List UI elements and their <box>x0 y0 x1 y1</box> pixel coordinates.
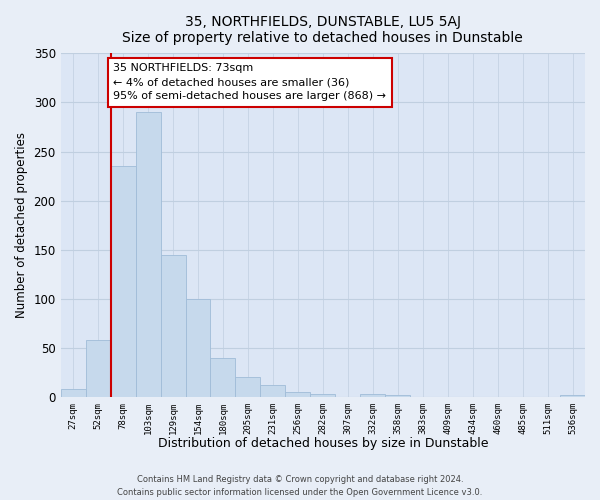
Text: 35 NORTHFIELDS: 73sqm
← 4% of detached houses are smaller (36)
95% of semi-detac: 35 NORTHFIELDS: 73sqm ← 4% of detached h… <box>113 63 386 101</box>
Bar <box>235 378 260 397</box>
Text: Contains HM Land Registry data © Crown copyright and database right 2024.
Contai: Contains HM Land Registry data © Crown c… <box>118 476 482 497</box>
Bar <box>110 166 136 397</box>
Bar <box>61 390 86 397</box>
Bar <box>360 394 385 397</box>
Bar <box>286 392 310 397</box>
Bar <box>136 112 161 397</box>
X-axis label: Distribution of detached houses by size in Dunstable: Distribution of detached houses by size … <box>158 437 488 450</box>
Bar <box>560 395 585 397</box>
Bar <box>211 358 235 397</box>
Title: 35, NORTHFIELDS, DUNSTABLE, LU5 5AJ
Size of property relative to detached houses: 35, NORTHFIELDS, DUNSTABLE, LU5 5AJ Size… <box>122 15 523 45</box>
Bar <box>385 395 410 397</box>
Bar <box>86 340 110 397</box>
Bar <box>260 386 286 397</box>
Bar <box>185 299 211 397</box>
Y-axis label: Number of detached properties: Number of detached properties <box>15 132 28 318</box>
Bar <box>161 254 185 397</box>
Bar <box>310 394 335 397</box>
